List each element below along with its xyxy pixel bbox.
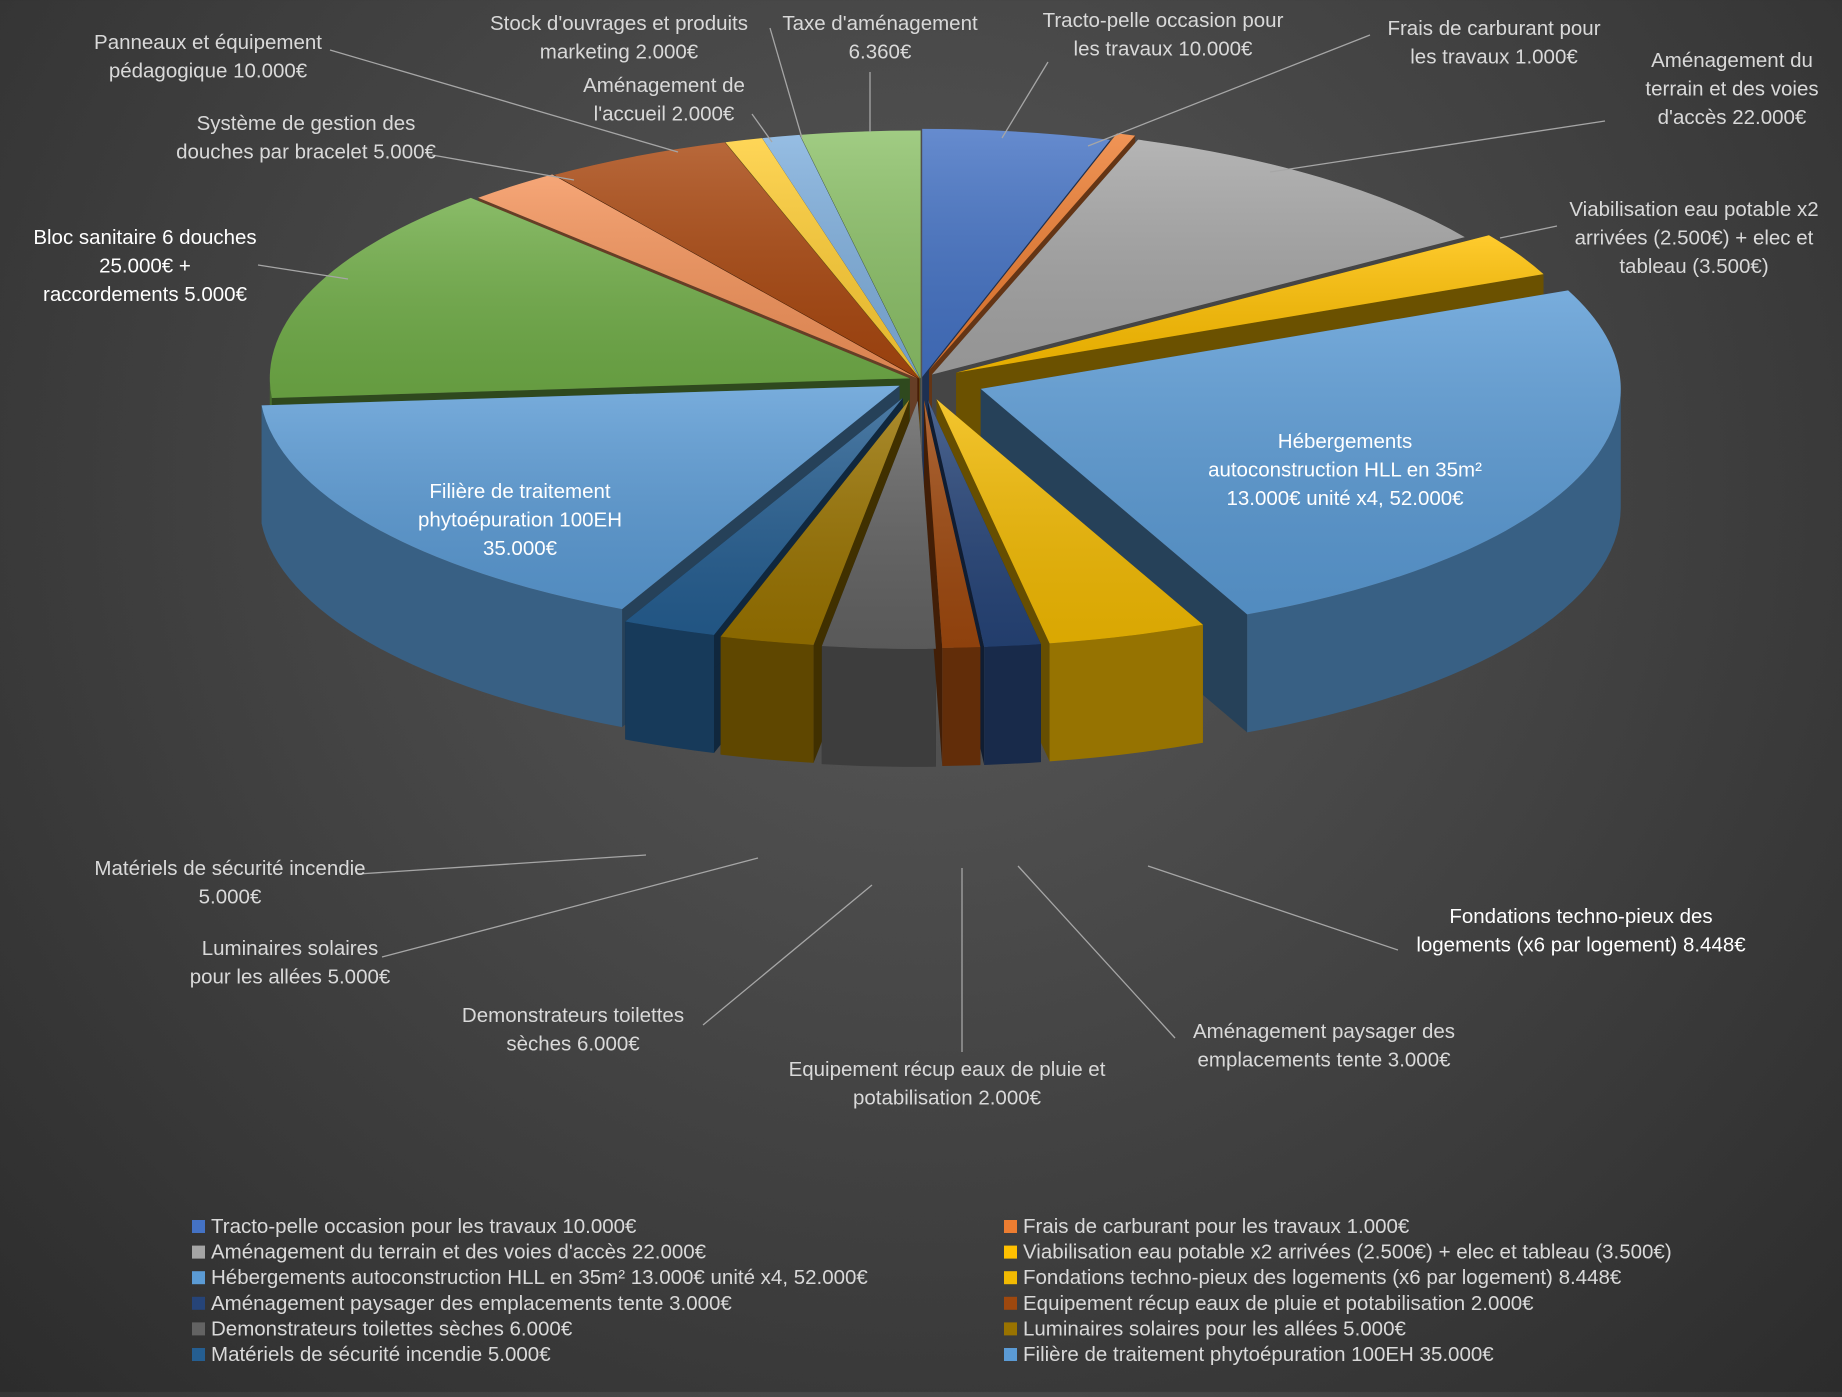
slice-sheen-10 [625, 398, 903, 636]
slice-outer-wall-4 [1247, 388, 1621, 733]
legend-swatch-2 [192, 1245, 205, 1259]
slice-outer-wall-7 [942, 647, 981, 767]
slice-sheen-16 [762, 134, 921, 379]
legend-label-9: Luminaires solaires pour les allées 5.00… [1023, 1317, 1406, 1340]
data-label-12: Bloc sanitaire 6 douches 25.000€ + raccord… [33, 226, 256, 306]
data-label-8: Demonstrateurs toilettes sèches 6.000€ [462, 1004, 684, 1056]
legend-label-6: Aménagement paysager des emplacements te… [211, 1292, 732, 1315]
data-label-3: Viabilisation eau potable x2 arrivées (2.… [1569, 198, 1818, 278]
leader-line-3 [1499, 225, 1558, 239]
slice-sheen-7 [924, 400, 981, 649]
data-label-13: Système de gestion des douches par bracel… [176, 112, 436, 164]
data-label-14: Panneaux et équipement pédagogique 10.000… [94, 31, 322, 83]
legend-label-11: Filière de traitement phytoépuration 100… [1023, 1343, 1494, 1366]
legend-label-4: Hébergements autoconstruction HLL en 35m… [211, 1266, 868, 1289]
slice-outer-wall-10 [625, 621, 714, 754]
slice-outer-wall-5 [1049, 624, 1203, 762]
slice-outer-wall-9 [720, 636, 814, 763]
leader-line-5 [1147, 865, 1399, 951]
leader-line-9 [381, 857, 759, 958]
leader-line-8 [702, 884, 873, 1026]
leader-line-1 [1087, 34, 1371, 147]
data-label-17: Taxe d'aménagement 6.360€ [782, 12, 978, 64]
leader-line-0 [1001, 61, 1049, 139]
leader-lines [257, 27, 1606, 1052]
legend-label-8: Demonstrateurs toilettes sèches 6.000€ [211, 1317, 573, 1340]
data-label-11: Filière de traitement phytoépuration 100E… [418, 480, 622, 560]
leader-line-2 [1269, 120, 1606, 173]
slice-sheen-17 [800, 130, 921, 379]
legend-swatch-1 [1004, 1220, 1017, 1233]
leader-line-14 [329, 49, 679, 153]
data-label-7: Equipement récup eaux de pluie et potabil… [789, 1058, 1106, 1110]
slice-outer-wall-11 [261, 405, 623, 728]
slice-outer-wall-8 [821, 646, 936, 767]
slice-sheen-6 [927, 399, 1041, 648]
legend-label-3: Viabilisation eau potable x2 arrivées (2… [1023, 1241, 1672, 1264]
slice-sheen-8 [821, 400, 936, 649]
legend-swatch-11 [1004, 1348, 1017, 1361]
data-label-16: Stock d'ouvrages et produits marketing 2.… [490, 12, 748, 64]
data-label-6: Aménagement paysager des emplacements ten… [1193, 1020, 1455, 1072]
legend-swatch-8 [192, 1322, 205, 1336]
legend-swatch-7 [1004, 1296, 1017, 1310]
leader-line-13 [431, 154, 575, 181]
slice-sheen-5 [936, 399, 1203, 644]
legend-swatch-4 [192, 1271, 205, 1285]
data-label-0: Tracto-pelle occasion pour les travaux 10… [1043, 9, 1284, 61]
data-label-2: Aménagement du terrain et des voies d'accè… [1645, 49, 1818, 129]
leader-line-15 [751, 113, 773, 143]
slice-sheen-4 [980, 290, 1621, 615]
slice-sheen-1 [929, 133, 1136, 371]
slice-sheen-11 [261, 385, 900, 610]
legend-swatch-3 [1004, 1245, 1017, 1259]
slice-sheen-12 [269, 197, 910, 398]
leader-line-12 [257, 264, 349, 280]
legend-label-1: Frais de carburant pour les travaux 1.00… [1023, 1215, 1410, 1238]
legend-label-0: Tracto-pelle occasion pour les travaux 1… [211, 1215, 637, 1238]
legend-swatch-6 [192, 1296, 205, 1310]
legend-swatch-5 [1004, 1271, 1017, 1285]
legend-label-7: Equipement récup eaux de pluie et potabi… [1023, 1292, 1534, 1315]
data-label-9: Luminaires solaires pour les allées 5.000… [190, 937, 391, 989]
legend-label-2: Aménagement du terrain et des voies d'ac… [211, 1241, 707, 1264]
leader-line-6 [1017, 865, 1176, 1039]
data-label-1: Frais de carburant pour les travaux 1.000… [1387, 17, 1600, 69]
legend-label-5: Fondations techno-pieux des logements (x… [1023, 1266, 1622, 1289]
slice-sheen-2 [931, 139, 1465, 375]
data-label-10: Matériels de sécurité incendie 5.000€ [94, 857, 365, 909]
pie-top-faces [261, 128, 1621, 649]
slice-outer-wall-6 [984, 644, 1041, 766]
legend-swatch-0 [192, 1220, 205, 1233]
slice-sheen-9 [720, 399, 910, 645]
leader-line-16 [769, 27, 803, 139]
slice-sheen-15 [725, 138, 920, 379]
slice-sheen-3 [956, 235, 1544, 373]
slice-sheen-0 [922, 128, 1111, 377]
data-label-4: Hébergements autoconstruction HLL en 35m²… [1208, 430, 1482, 510]
data-labels: Tracto-pelle occasion pour les travaux 10… [33, 9, 1818, 1110]
slice-inner-wall-7 [924, 400, 943, 767]
legend-swatch-9 [1004, 1322, 1017, 1336]
data-label-15: Aménagement de l'accueil 2.000€ [583, 74, 745, 126]
slice-sheen-13 [478, 174, 918, 379]
slice-sheen-14 [554, 142, 920, 379]
data-label-5: Fondations techno-pieux des logements (x6… [1416, 905, 1746, 957]
legend-label-10: Matériels de sécurité incendie 5.000€ [211, 1343, 551, 1366]
leader-line-10 [357, 854, 647, 875]
legend-swatch-10 [192, 1348, 205, 1361]
legend: Tracto-pelle occasion pour les travaux 1… [192, 1215, 1672, 1366]
